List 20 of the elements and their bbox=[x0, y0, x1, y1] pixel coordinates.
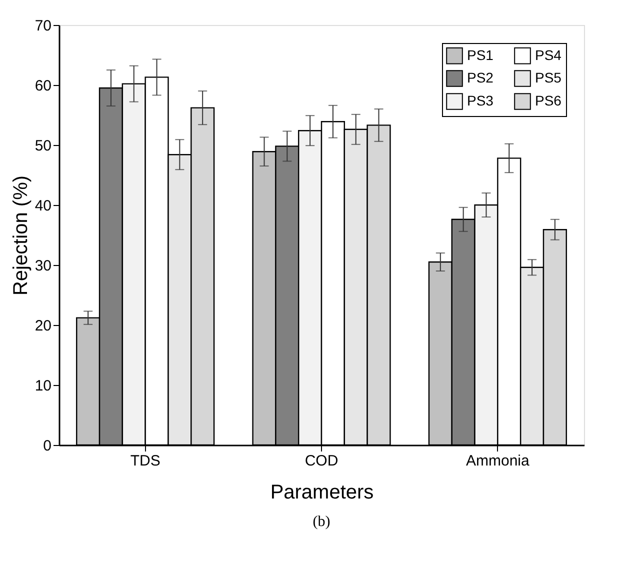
y-tick-label: 30 bbox=[34, 258, 52, 274]
x-tick-label: TDS bbox=[130, 452, 160, 470]
y-tick-label: 50 bbox=[34, 138, 52, 154]
x-axis-title: Parameters bbox=[270, 482, 374, 504]
y-tick-label: 20 bbox=[34, 318, 52, 334]
legend-label: PS3 bbox=[467, 92, 494, 108]
y-tick-label: 10 bbox=[34, 378, 52, 394]
y-axis-title: Rejection (%) bbox=[10, 175, 32, 296]
y-tick-label: 60 bbox=[34, 78, 52, 94]
legend-label: PS2 bbox=[467, 70, 494, 86]
legend-label: PS4 bbox=[535, 46, 562, 63]
x-tick-label: COD bbox=[304, 452, 338, 470]
y-tick-label: 70 bbox=[34, 18, 52, 34]
legend-label: PS1 bbox=[467, 46, 494, 63]
y-tick-label: 0 bbox=[43, 438, 52, 454]
legend-label: PS6 bbox=[535, 92, 562, 108]
text: (b) bbox=[312, 514, 330, 530]
x-tick-label: Ammonia bbox=[466, 452, 530, 470]
legend-label: PS5 bbox=[535, 70, 562, 86]
y-tick-label: 40 bbox=[34, 198, 52, 214]
